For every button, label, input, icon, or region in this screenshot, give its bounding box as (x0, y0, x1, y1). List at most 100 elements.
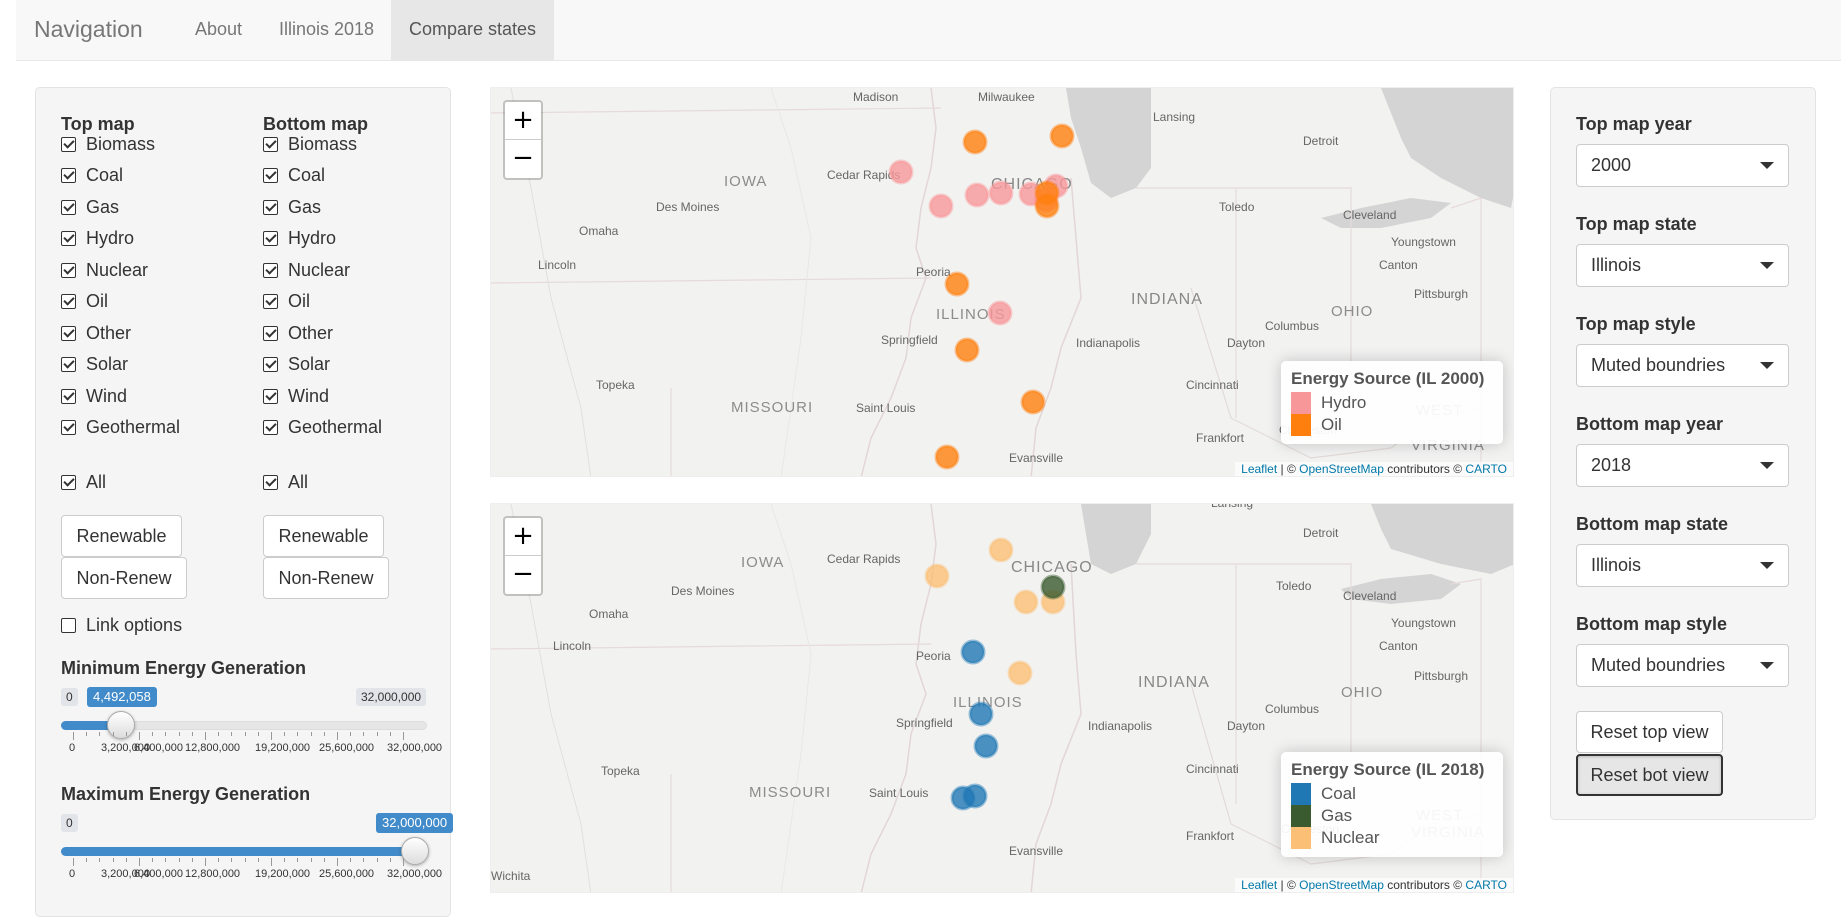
top-checkbox-coal[interactable]: Coal (61, 164, 123, 188)
top-checkbox-hydro[interactable]: Hydro (61, 227, 134, 251)
checkbox-box[interactable] (61, 294, 76, 309)
checkbox-box[interactable] (263, 325, 278, 341)
navbar-brand[interactable]: Navigation (34, 16, 143, 42)
top-checkbox-biomass[interactable]: Biomass (61, 132, 155, 156)
checkbox-box[interactable] (61, 262, 76, 278)
top-checkbox-other[interactable]: Other (61, 321, 131, 345)
plant-marker[interactable] (988, 180, 1014, 206)
checkbox-box[interactable] (61, 168, 76, 183)
carto-link[interactable]: CARTO (1465, 462, 1507, 476)
top-checkbox-solar[interactable]: Solar (61, 353, 128, 377)
tab-illinois-2018[interactable]: Illinois 2018 (279, 19, 375, 39)
top-year-select[interactable]: 2000 (1576, 144, 1789, 187)
bottom-checkbox-coal[interactable]: Coal (263, 164, 325, 188)
top-all-checkbox[interactable]: All (61, 470, 106, 494)
top-nonrenew-button[interactable]: Non-Renew (61, 557, 187, 599)
leaflet-link[interactable]: Leaflet (1241, 878, 1278, 892)
checkbox-box[interactable] (61, 474, 76, 490)
bottom-checkbox-solar[interactable]: Solar (263, 353, 330, 377)
link-options-checkbox[interactable]: Link options (61, 613, 182, 637)
bottom-style-select[interactable]: Muted boundries (1576, 644, 1789, 687)
bottom-renewable-button[interactable]: Renewable (263, 515, 384, 557)
bottom-checkbox-other[interactable]: Other (263, 321, 333, 345)
bottom-map[interactable]: Lansing Detroit IOWA Cedar Rapids CHICAGO Tol… (490, 503, 1514, 893)
tab-compare-states[interactable]: Compare states (391, 0, 555, 61)
plant-marker[interactable] (1040, 574, 1066, 600)
checkbox-box[interactable] (61, 388, 76, 404)
checkbox-box[interactable] (61, 325, 76, 341)
top-state-select[interactable]: Illinois (1576, 244, 1789, 287)
top-checkbox-geothermal[interactable]: Geothermal (61, 416, 180, 440)
top-checkbox-oil[interactable]: Oil (61, 290, 108, 314)
zoom-in-button[interactable]: + (505, 518, 541, 556)
top-renewable-button[interactable]: Renewable (61, 515, 182, 557)
plant-marker[interactable] (987, 300, 1013, 326)
top-checkbox-wind[interactable]: Wind (61, 384, 127, 408)
plant-marker[interactable] (1049, 123, 1075, 149)
max-slider-handle[interactable] (401, 837, 429, 865)
checkbox-box[interactable] (263, 420, 278, 435)
top-checkbox-gas[interactable]: Gas (61, 195, 119, 219)
checkbox-box[interactable] (61, 231, 76, 246)
top-map[interactable]: Madison Milwaukee Lansing Detroit IOWA Cedar … (490, 87, 1514, 477)
min-slider-handle[interactable] (107, 711, 135, 739)
leaflet-link[interactable]: Leaflet (1241, 462, 1278, 476)
plant-marker[interactable] (934, 444, 960, 470)
slider-grid-tick (152, 732, 154, 736)
bottom-state-select[interactable]: Illinois (1576, 544, 1789, 587)
reset-top-view-button[interactable]: Reset top view (1576, 711, 1723, 753)
zoom-in-button[interactable]: + (505, 102, 541, 140)
checkbox-box[interactable] (263, 231, 278, 246)
plant-marker[interactable] (888, 159, 914, 185)
plant-marker[interactable] (1020, 389, 1046, 415)
plant-marker[interactable] (1013, 589, 1039, 615)
osm-link[interactable]: OpenStreetMap (1299, 462, 1384, 476)
checkbox-box[interactable] (263, 168, 278, 183)
checkbox-box[interactable] (61, 357, 76, 372)
carto-link[interactable]: CARTO (1465, 878, 1507, 892)
bottom-checkbox-hydro[interactable]: Hydro (263, 227, 336, 251)
bottom-checkbox-gas[interactable]: Gas (263, 195, 321, 219)
bottom-all-checkbox[interactable]: All (263, 470, 308, 494)
osm-link[interactable]: OpenStreetMap (1299, 878, 1384, 892)
bottom-checkbox-nuclear[interactable]: Nuclear (263, 258, 350, 282)
checkbox-box[interactable] (61, 136, 76, 152)
zoom-out-button[interactable]: − (512, 143, 534, 173)
plant-marker[interactable] (962, 783, 988, 809)
checkbox-box[interactable] (263, 294, 278, 309)
top-checkbox-nuclear[interactable]: Nuclear (61, 258, 148, 282)
checkbox-box[interactable] (61, 420, 76, 435)
top-map-markers[interactable] (491, 88, 1514, 477)
checkbox-box[interactable] (263, 262, 278, 278)
checkbox-box[interactable] (263, 474, 278, 490)
bottom-checkbox-wind[interactable]: Wind (263, 384, 329, 408)
zoom-out-button[interactable]: − (512, 559, 534, 589)
plant-marker[interactable] (954, 337, 980, 363)
plant-marker[interactable] (962, 129, 988, 155)
plant-marker[interactable] (988, 537, 1014, 563)
checkbox-box[interactable] (61, 199, 76, 215)
plant-marker[interactable] (973, 733, 999, 759)
tab-about[interactable]: About (195, 19, 243, 39)
bottom-map-markers[interactable] (491, 504, 1514, 893)
plant-marker[interactable] (960, 639, 986, 665)
bottom-checkbox-geothermal[interactable]: Geothermal (263, 416, 382, 440)
plant-marker[interactable] (964, 182, 990, 208)
plant-marker[interactable] (1034, 193, 1060, 219)
bottom-year-select[interactable]: 2018 (1576, 444, 1789, 487)
bottom-checkbox-biomass[interactable]: Biomass (263, 132, 357, 156)
checkbox-box[interactable] (263, 199, 278, 215)
plant-marker[interactable] (968, 701, 994, 727)
top-style-select[interactable]: Muted boundries (1576, 344, 1789, 387)
plant-marker[interactable] (944, 271, 970, 297)
checkbox-box[interactable] (61, 617, 76, 633)
checkbox-box[interactable] (263, 357, 278, 372)
bottom-nonrenew-button[interactable]: Non-Renew (263, 557, 389, 599)
checkbox-box[interactable] (263, 136, 278, 152)
bottom-checkbox-oil[interactable]: Oil (263, 290, 310, 314)
plant-marker[interactable] (1007, 660, 1033, 686)
plant-marker[interactable] (924, 563, 950, 589)
plant-marker[interactable] (928, 193, 954, 219)
checkbox-box[interactable] (263, 388, 278, 404)
reset-bot-view-button[interactable]: Reset bot view (1576, 754, 1723, 796)
